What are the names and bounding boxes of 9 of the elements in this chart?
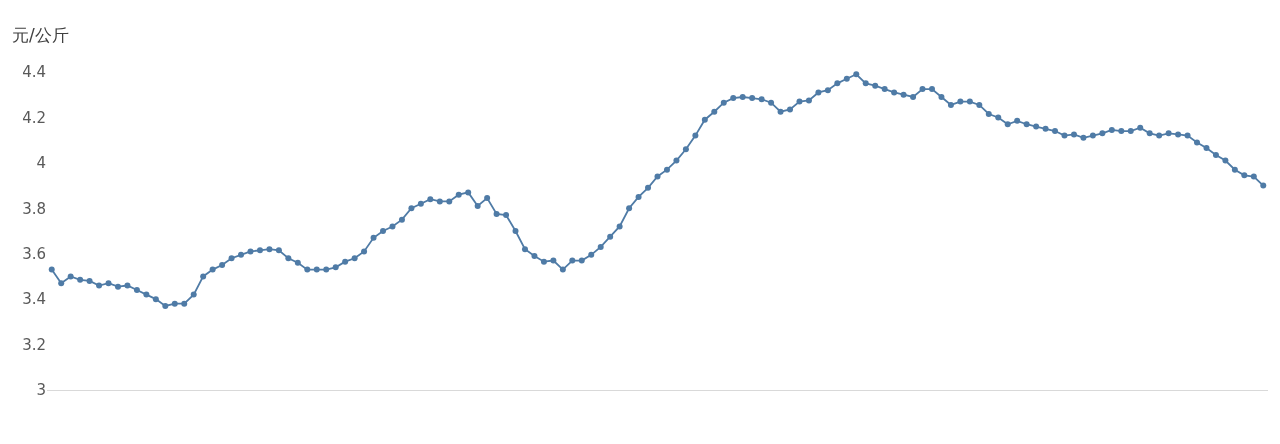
y-axis-title: 元/公斤 xyxy=(12,25,69,45)
y-tick-label: 4.2 xyxy=(22,108,46,127)
y-tick-label: 3.6 xyxy=(22,244,46,263)
y-tick-label: 4 xyxy=(36,154,46,173)
y-tick-label: 3 xyxy=(36,381,46,400)
y-tick-label: 3.2 xyxy=(22,335,46,354)
y-tick-label: 4.4 xyxy=(22,63,46,82)
y-tick-label: 3.8 xyxy=(22,199,46,218)
y-tick-label: 3.4 xyxy=(22,290,46,309)
